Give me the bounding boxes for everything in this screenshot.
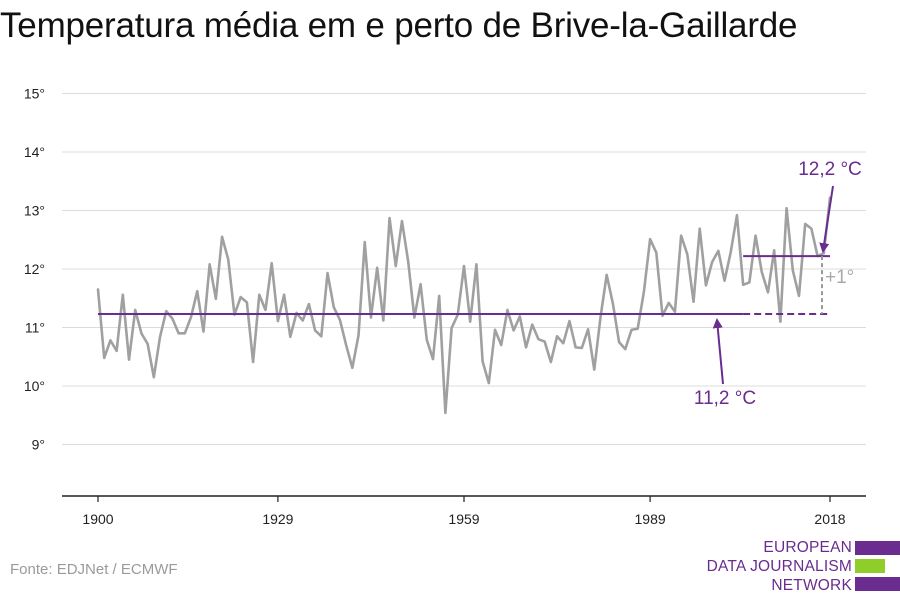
y-tick-label: 9° [32, 437, 45, 453]
x-tick-label: 1959 [448, 511, 479, 527]
grid-lines [62, 93, 866, 445]
series-layer [96, 196, 832, 415]
logo-line-3: NETWORK [771, 577, 852, 594]
x-tick-label: 2018 [814, 511, 845, 527]
y-tick-label: 12° [24, 261, 45, 277]
label-baseline-mean: 11,2 °C [694, 388, 756, 409]
label-recent-mean: 12,2 °C [798, 159, 862, 180]
x-axis-ticks: 1900 1929 1959 1989 2018 [82, 496, 846, 527]
chart-title: Temperatura média em e perto de Brive-la… [0, 6, 798, 45]
reference-lines [98, 255, 830, 316]
annotations: 12,2 °C 11,2 °C +1° [694, 159, 862, 409]
y-axis-ticks: 9° 10° 11° 12° 13° 14° 15° [24, 86, 45, 453]
x-tick-label: 1929 [262, 511, 293, 527]
x-tick-label: 1989 [635, 511, 666, 527]
temperature-series-line [96, 196, 832, 415]
arrow-recent-mean [819, 185, 834, 254]
logo-line-2: DATA JOURNALISM [706, 558, 852, 575]
y-tick-label: 15° [24, 86, 45, 102]
y-tick-label: 10° [24, 378, 45, 394]
y-tick-label: 11° [25, 320, 45, 336]
x-tick-label: 1900 [82, 511, 113, 527]
logo-bar-purple-top [855, 541, 900, 555]
arrow-baseline-mean [712, 318, 724, 385]
source-credit: Fonte: EDJNet / ECMWF [10, 561, 178, 578]
logo-line-1: EUROPEAN [763, 539, 852, 556]
logo-text: EUROPEAN DATA JOURNALISM NETWORK [707, 538, 852, 595]
logo-bar-green [855, 559, 885, 573]
logo-bar-purple-bottom [855, 577, 900, 591]
label-difference: +1° [825, 267, 854, 288]
y-tick-label: 13° [24, 203, 45, 219]
edjnet-logo: EUROPEAN DATA JOURNALISM NETWORK [700, 538, 900, 598]
y-tick-label: 14° [24, 144, 45, 160]
